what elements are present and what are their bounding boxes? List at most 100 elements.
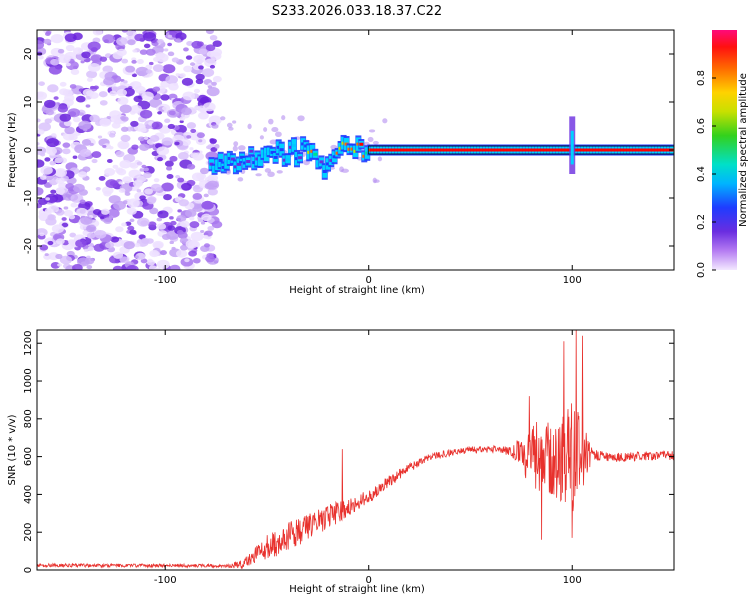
track-core (291, 144, 296, 148)
noise-blob (167, 34, 173, 38)
noise-blob (86, 70, 98, 79)
noise-blob (159, 250, 167, 256)
track-core (209, 162, 214, 166)
noise-blob (382, 118, 388, 124)
noise-blob (126, 30, 134, 36)
track-center (369, 148, 673, 152)
noise-blob (119, 256, 129, 264)
noise-blob (136, 189, 142, 193)
noise-blob (165, 75, 179, 85)
noise-blob (169, 240, 174, 245)
noise-blob (134, 33, 145, 42)
noise-blob (45, 147, 58, 155)
noise-blob (44, 253, 49, 257)
noise-blob (190, 62, 196, 66)
noise-blob (178, 199, 189, 207)
noise-blob (50, 189, 57, 194)
noise-blob (207, 225, 215, 231)
noise-blob (179, 220, 190, 228)
noise-blob (40, 175, 47, 180)
noise-blob (128, 169, 141, 179)
track-core (230, 157, 235, 161)
spectrogram-x-axis: -100 0 100 (154, 30, 582, 286)
noise-blob (169, 216, 174, 220)
noise-blob (168, 110, 176, 116)
noise-blob (50, 58, 60, 66)
noise-blob (72, 47, 84, 55)
noise-blob (247, 123, 252, 130)
noise-blob (103, 217, 113, 224)
noise-blob (141, 91, 154, 101)
noise-blob (181, 182, 192, 191)
noise-blob (232, 120, 237, 124)
track-core (252, 161, 257, 165)
noise-blob (145, 69, 153, 74)
colorbar-tick-label: 0.4 (696, 166, 707, 182)
noise-blob (120, 134, 131, 142)
noise-blob (201, 213, 212, 222)
noise-blob (126, 264, 139, 270)
noise-blob (139, 195, 146, 201)
noise-blob (108, 133, 116, 138)
noise-blob (171, 246, 176, 250)
noise-blob (339, 166, 344, 173)
noise-blob (45, 193, 59, 204)
noise-blob (209, 138, 217, 144)
noise-blob (130, 120, 139, 127)
figure-title: S233.2026.033.18.37.C22 (272, 4, 442, 19)
noise-blob (205, 44, 216, 52)
noise-blob (87, 246, 95, 252)
snr-series (37, 330, 674, 570)
noise-blob (192, 193, 203, 200)
noise-blob (65, 183, 75, 190)
noise-blob (183, 65, 193, 73)
noise-blob (169, 155, 178, 162)
noise-blob (127, 39, 136, 46)
noise-blob (139, 168, 145, 172)
noise-blob (73, 65, 78, 70)
noise-blob (212, 40, 222, 48)
noise-blob (205, 99, 210, 103)
noise-blob (164, 118, 171, 124)
noise-blob (98, 91, 108, 98)
noise-blob (69, 84, 77, 89)
noise-blob (210, 52, 222, 61)
track-core (249, 149, 254, 153)
noise-blob (37, 55, 44, 60)
noise-blob (70, 68, 80, 76)
noise-blob (50, 34, 64, 44)
noise-blob (83, 248, 89, 252)
noise-blob (99, 100, 108, 106)
noise-blob (44, 31, 51, 36)
noise-blob (115, 226, 124, 233)
noise-blob (89, 114, 100, 123)
noise-blob (152, 86, 161, 92)
noise-blob (152, 64, 164, 72)
noise-blob (37, 118, 41, 123)
noise-blob (211, 81, 217, 86)
noise-blob (167, 42, 173, 47)
noise-blob (148, 265, 157, 270)
noise-blob (45, 217, 57, 226)
noise-blob (69, 232, 77, 238)
noise-blob (50, 261, 61, 269)
track-spike-core (570, 130, 574, 165)
noise-blob (144, 136, 149, 140)
noise-blob (152, 251, 159, 256)
noise-blob (98, 176, 106, 181)
noise-blob (140, 258, 148, 264)
noise-blob (134, 255, 139, 259)
snr-frame (36, 329, 675, 571)
noise-blob (156, 223, 167, 230)
noise-blob (202, 102, 216, 112)
y-tick-label: -20 (23, 238, 34, 254)
noise-blob (92, 30, 103, 36)
snr-panel: -100 0 100 0 200 400 600 800 1000 1200 Height of… (7, 329, 675, 595)
noise-blob (136, 161, 143, 166)
noise-blob (87, 41, 101, 51)
noise-blob (276, 170, 283, 174)
noise-blob (37, 159, 45, 168)
noise-blob (100, 208, 110, 215)
noise-blob (102, 144, 107, 148)
noise-blob (125, 65, 136, 73)
